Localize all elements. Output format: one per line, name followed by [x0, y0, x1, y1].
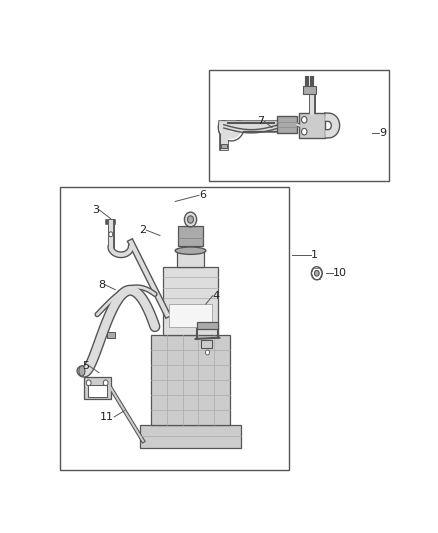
Bar: [209, 70, 389, 181]
Bar: [107, 332, 115, 338]
Circle shape: [314, 270, 319, 276]
Circle shape: [86, 380, 91, 386]
Text: 5: 5: [82, 361, 88, 370]
Bar: [88, 385, 107, 397]
Text: 9: 9: [379, 128, 386, 138]
Text: 2: 2: [139, 225, 146, 235]
Circle shape: [301, 117, 307, 123]
Bar: [177, 248, 204, 267]
Text: 7: 7: [258, 116, 265, 126]
Circle shape: [205, 350, 209, 355]
Circle shape: [301, 128, 307, 135]
Circle shape: [184, 212, 197, 227]
Bar: [197, 322, 218, 329]
Text: 8: 8: [98, 280, 105, 290]
Bar: [303, 86, 316, 93]
Bar: [163, 267, 218, 335]
Bar: [140, 425, 241, 448]
Text: 11: 11: [100, 412, 114, 422]
Bar: [299, 113, 325, 138]
Circle shape: [187, 216, 194, 223]
Circle shape: [311, 266, 322, 280]
Circle shape: [109, 232, 113, 237]
Bar: [178, 226, 203, 246]
Ellipse shape: [79, 366, 85, 376]
Text: 6: 6: [199, 190, 206, 200]
Circle shape: [103, 380, 108, 386]
Bar: [170, 304, 212, 327]
Bar: [277, 117, 297, 133]
Text: 1: 1: [311, 250, 318, 260]
Bar: [221, 144, 226, 148]
Text: 3: 3: [92, 205, 99, 215]
Bar: [152, 335, 230, 425]
Text: 10: 10: [333, 268, 347, 278]
Bar: [60, 187, 289, 470]
Bar: [84, 377, 111, 399]
Ellipse shape: [175, 247, 206, 254]
Text: 4: 4: [212, 291, 220, 301]
Bar: [201, 340, 212, 349]
